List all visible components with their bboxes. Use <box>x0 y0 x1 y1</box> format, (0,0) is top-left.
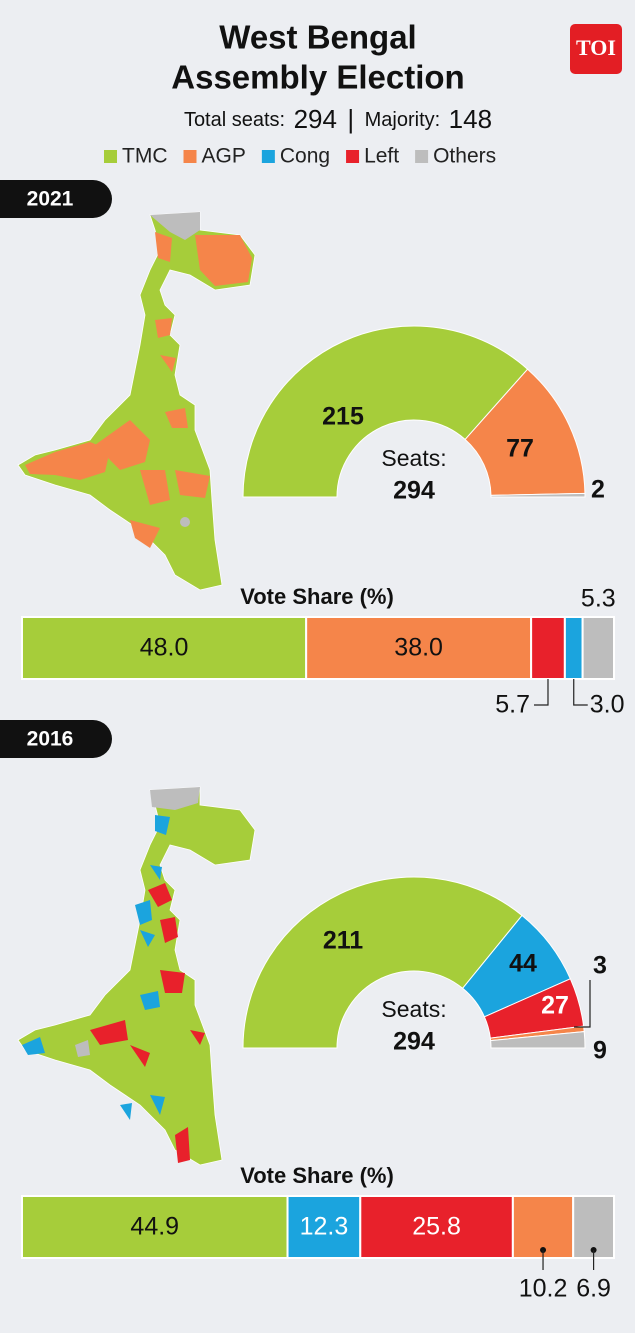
seat-label: 3 <box>593 952 607 980</box>
legend-label: AGP <box>202 145 246 168</box>
leader-line <box>533 679 549 706</box>
center-label: Seats: <box>381 445 446 471</box>
year-tag <box>0 180 112 218</box>
vote-segment <box>563 616 584 680</box>
year-label: 2016 <box>27 728 74 751</box>
seats-label: Total seats: <box>184 109 285 131</box>
vote-label: 6.9 <box>576 1275 611 1303</box>
vote-segment <box>581 616 616 680</box>
seat-arc <box>242 325 529 498</box>
seat-label: 215 <box>322 403 364 431</box>
subtitle: Total seats: 294 | Majority: 148 <box>184 104 492 134</box>
title-line: Assembly Election <box>171 59 464 96</box>
legend-swatch <box>346 150 360 163</box>
seat-label: 44 <box>509 950 537 978</box>
legend-swatch <box>183 150 197 163</box>
vote-segment <box>305 616 533 680</box>
center-total: 294 <box>393 477 435 505</box>
logo-box <box>570 24 622 74</box>
vote-segment <box>359 1195 514 1259</box>
seat-label: 2 <box>591 476 605 504</box>
year-tag <box>0 720 112 758</box>
leader-line <box>574 980 591 1028</box>
legend-swatch <box>104 150 117 163</box>
separator: | <box>347 104 354 134</box>
vote-label: 10.2 <box>519 1275 568 1303</box>
legend-label: Left <box>364 145 399 168</box>
vote-label: 38.0 <box>394 634 443 662</box>
seat-arc <box>490 1031 586 1049</box>
seat-label: 27 <box>541 992 569 1020</box>
legend-label: Others <box>433 145 496 168</box>
seats-value: 294 <box>294 104 337 134</box>
year-label: 2021 <box>27 188 74 211</box>
majority-label: Majority: <box>365 109 441 131</box>
vote-segment <box>530 616 566 680</box>
title-line: West Bengal <box>219 19 416 56</box>
legend-swatch <box>415 150 429 163</box>
vote-label: 5.7 <box>495 691 530 719</box>
legend: TMC AGP Cong Left Others <box>104 145 496 168</box>
seat-arc <box>490 492 586 498</box>
vote-label: 44.9 <box>130 1213 179 1241</box>
vote-share-title: Vote Share (%) <box>240 1163 394 1188</box>
vote-segment <box>21 616 308 680</box>
map-2016 <box>17 786 256 1166</box>
vote-label: 48.0 <box>140 634 189 662</box>
center-total: 294 <box>393 1028 435 1056</box>
legend-swatch <box>261 150 275 163</box>
vote-label: 5.3 <box>581 585 616 613</box>
seat-arc <box>242 876 523 1049</box>
seat-label: 77 <box>506 435 534 463</box>
vote-segment <box>21 1195 289 1259</box>
vote-label: 12.3 <box>300 1213 349 1241</box>
charts: 2021 215 77 2 Seats: 294 Vote Share (%) 48.0 38.… <box>0 180 625 1303</box>
leader-line <box>573 679 588 706</box>
legend-label: Cong <box>280 145 330 168</box>
seat-label: 211 <box>323 927 363 955</box>
majority-value: 148 <box>449 104 492 134</box>
vote-share-title: Vote Share (%) <box>240 584 394 609</box>
center-label: Seats: <box>381 996 446 1022</box>
vote-label: 25.8 <box>412 1213 461 1241</box>
vote-segment <box>286 1195 362 1259</box>
vote-label: 3.0 <box>590 691 625 719</box>
legend-label: TMC <box>122 145 168 168</box>
logo: TOI <box>576 35 616 60</box>
seat-label: 9 <box>593 1037 607 1065</box>
map-2021 <box>17 211 256 591</box>
